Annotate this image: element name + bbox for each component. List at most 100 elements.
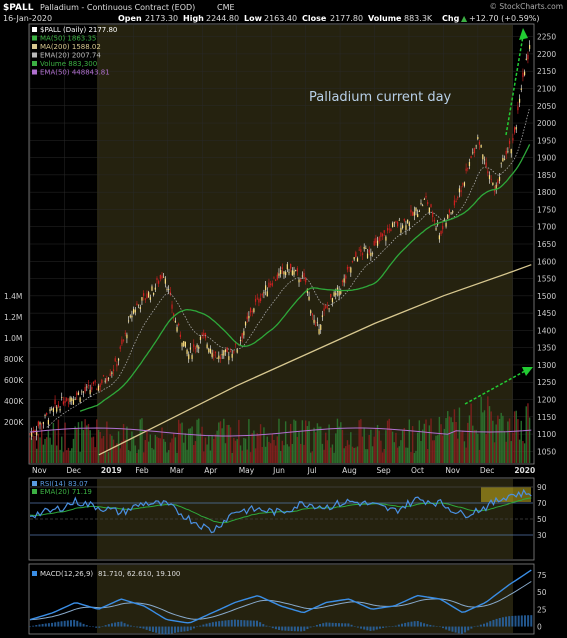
- volume-bar: [259, 424, 262, 463]
- candle-body: [74, 399, 76, 401]
- macd-hist-bar: [300, 626, 303, 632]
- macd-hist-bar: [366, 626, 369, 631]
- candle-body: [56, 406, 58, 412]
- candle-body: [492, 182, 494, 185]
- candle-body: [388, 228, 390, 230]
- volume-bar: [440, 424, 442, 463]
- candle-body: [143, 293, 145, 296]
- volume-bar: [243, 437, 245, 463]
- candle-body: [82, 391, 85, 393]
- candle-body: [146, 293, 148, 299]
- candle-body: [417, 214, 419, 218]
- candle-body: [522, 72, 524, 78]
- candle-body: [126, 334, 128, 339]
- candle-body: [151, 286, 153, 291]
- macd-hist-bar: [123, 623, 126, 627]
- candle-body: [390, 229, 392, 231]
- candle-body: [181, 342, 183, 347]
- macd-hist-bar: [460, 626, 463, 634]
- candle-body: [463, 182, 466, 186]
- candle-body: [473, 147, 476, 153]
- macd-hist-bar: [126, 624, 129, 627]
- macd-hist-bar: [139, 626, 142, 629]
- macd-hist-bar: [511, 615, 514, 627]
- candle-body: [437, 223, 439, 225]
- volume-bar: [61, 436, 63, 463]
- candle-body: [385, 236, 387, 241]
- candle-body: [117, 358, 120, 361]
- macd-legend-label: MACD(12,26,9): [40, 570, 93, 578]
- volume-bar: [492, 420, 494, 463]
- candle-body: [478, 141, 481, 145]
- candle-body: [253, 308, 255, 313]
- candle-body: [156, 278, 158, 280]
- candle-body: [386, 227, 389, 231]
- volume-bar: [276, 436, 278, 463]
- candle-body: [498, 176, 501, 181]
- volume-bar: [420, 440, 422, 463]
- candle-body: [443, 219, 445, 221]
- candle-body: [356, 258, 359, 262]
- macd-hist-bar: [221, 620, 224, 627]
- volume-bar: [483, 410, 486, 463]
- volume-bar: [408, 419, 410, 463]
- candle-body: [432, 212, 434, 218]
- volume-bar: [97, 429, 100, 463]
- macd-hist-bar: [369, 626, 372, 631]
- candle-body: [173, 313, 175, 317]
- candle-body: [423, 199, 425, 200]
- candle-body: [495, 184, 497, 190]
- candle-body: [191, 355, 193, 359]
- macd-hist-bar: [240, 620, 243, 627]
- macd-hist-bar: [517, 615, 520, 627]
- candle-body: [375, 238, 377, 243]
- date: 16-Jan-2020: [3, 14, 52, 23]
- candle-body: [358, 249, 360, 251]
- candle-body: [393, 221, 395, 223]
- volume-bar: [333, 452, 335, 463]
- volume-bar: [291, 443, 294, 463]
- volume-bar: [189, 428, 192, 463]
- candle-body: [363, 246, 365, 249]
- price-tick-label: 2200: [537, 50, 556, 59]
- volume-bar: [196, 419, 198, 463]
- rsi-legend-entry: RSI(14) 83.07: [40, 480, 88, 488]
- macd-hist-bar: [293, 626, 296, 632]
- volume-bar: [418, 420, 421, 463]
- candle-body: [497, 180, 499, 184]
- volume-bar: [111, 435, 113, 463]
- macd-hist-bar: [133, 626, 136, 628]
- volume-bar: [204, 437, 207, 463]
- volume-bar: [463, 441, 466, 463]
- volume-bar: [505, 441, 507, 463]
- macd-hist-bar: [347, 623, 350, 627]
- macd-hist-bar: [344, 623, 347, 627]
- candle-body: [114, 358, 116, 362]
- macd-hist-bar: [104, 625, 107, 627]
- candle-body: [106, 378, 108, 381]
- macd-hist-bar: [385, 626, 388, 628]
- macd-histogram: [29, 615, 533, 635]
- volume-bar: [87, 423, 90, 463]
- volume-bar: [321, 443, 324, 463]
- price-tick-label: 1100: [537, 430, 556, 439]
- volume-bar: [330, 447, 332, 463]
- volume-bar: [40, 425, 43, 463]
- volume-value: 883.3K: [404, 14, 433, 23]
- price-tick-label: 1350: [537, 344, 556, 353]
- volume-bar: [502, 415, 504, 463]
- macd-hist-bar: [177, 626, 180, 633]
- volume-bar: [54, 430, 56, 463]
- candle-body: [66, 397, 68, 402]
- volume-bar: [147, 441, 150, 463]
- volume-bar: [179, 423, 182, 463]
- volume-bar: [497, 415, 499, 463]
- candle-body: [323, 308, 325, 311]
- candle-body: [502, 157, 504, 162]
- volume-bar: [127, 449, 130, 463]
- chg-label: Chg: [442, 14, 460, 23]
- volume-bar: [308, 421, 310, 463]
- volume-bar: [525, 406, 527, 463]
- low-label: Low: [244, 14, 263, 23]
